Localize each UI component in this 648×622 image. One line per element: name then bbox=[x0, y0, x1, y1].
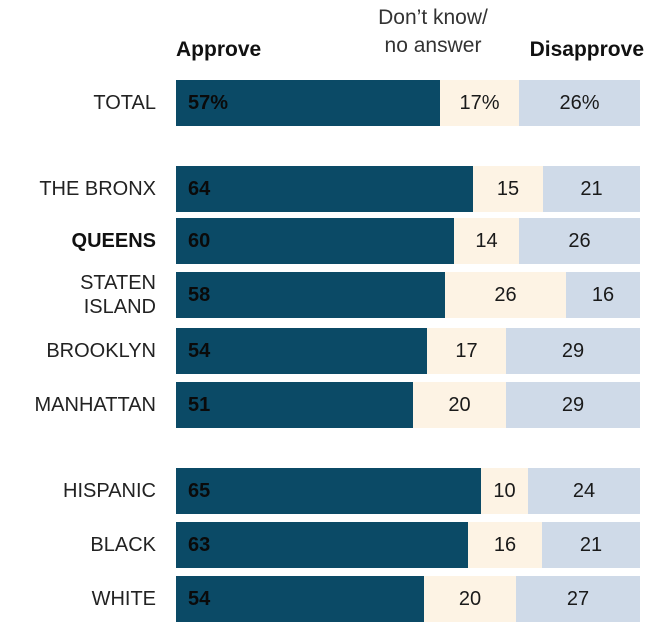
bar-dont-know-label: 16 bbox=[493, 533, 517, 556]
bar-approve-label: 65 bbox=[188, 479, 211, 502]
bar-disapprove: 24 bbox=[528, 468, 640, 514]
bar-approve-label: 64 bbox=[188, 177, 211, 200]
bar-dont-know: 17 bbox=[427, 328, 506, 374]
row-label-line: STATEN bbox=[80, 272, 156, 294]
bar-disapprove: 29 bbox=[506, 382, 640, 428]
bar-dont-know-label: 17% bbox=[459, 91, 500, 114]
bar-disapprove-label: 26% bbox=[559, 91, 600, 114]
bar-disapprove: 21 bbox=[543, 166, 640, 212]
bar-dont-know-label: 15 bbox=[496, 177, 520, 200]
bar-disapprove-label: 29 bbox=[561, 339, 585, 362]
bar-dont-know-label: 14 bbox=[475, 229, 498, 252]
bar-approve: 58 bbox=[176, 272, 445, 318]
bar-approve-label: 57% bbox=[188, 91, 229, 114]
row-label-line: ISLAND bbox=[83, 296, 156, 318]
bar-disapprove-label: 26 bbox=[568, 229, 591, 252]
row-label: BROOKLYN bbox=[46, 340, 156, 362]
bar-approve: 54 bbox=[176, 328, 427, 374]
bar-approve: 60 bbox=[176, 218, 454, 264]
bar-approve: 51 bbox=[176, 382, 413, 428]
bar-dont-know: 17% bbox=[440, 80, 519, 126]
bar-disapprove-label: 21 bbox=[579, 533, 603, 556]
bar-dont-know-label: 10 bbox=[493, 479, 516, 502]
bar-disapprove-label: 21 bbox=[580, 177, 603, 200]
bar-approve-label: 60 bbox=[188, 229, 211, 252]
bar-disapprove-label: 29 bbox=[561, 393, 585, 416]
bar-dont-know: 15 bbox=[473, 166, 543, 212]
bar-disapprove: 26 bbox=[519, 218, 640, 264]
legend-dont-know: Don’t know/ no answer bbox=[348, 4, 518, 60]
bar-disapprove: 29 bbox=[506, 328, 640, 374]
legend-dont-know-line2: no answer bbox=[384, 34, 482, 57]
bar-dont-know: 16 bbox=[468, 522, 542, 568]
bar-disapprove-label: 24 bbox=[572, 479, 596, 502]
row-label: THE BRONX bbox=[39, 178, 156, 200]
row-label: HISPANIC bbox=[63, 480, 156, 502]
bar-disapprove: 27 bbox=[516, 576, 640, 622]
bar-dont-know-label: 26 bbox=[494, 283, 517, 306]
bar-dont-know-label: 17 bbox=[455, 339, 478, 362]
bar-disapprove-label: 27 bbox=[566, 587, 590, 610]
bar-dont-know-label: 20 bbox=[448, 393, 471, 416]
bar-approve: 63 bbox=[176, 522, 468, 568]
bar-disapprove-label: 16 bbox=[591, 283, 615, 306]
row-label: STATEN ISLAND bbox=[80, 272, 156, 318]
legend-dont-know-line1: Don’t know/ bbox=[378, 6, 488, 29]
bar-approve: 54 bbox=[176, 576, 424, 622]
legend-approve: Approve bbox=[176, 38, 262, 61]
bar-approve-label: 54 bbox=[188, 339, 211, 362]
row-label: WHITE bbox=[91, 588, 156, 610]
bar-approve: 57% bbox=[176, 80, 440, 126]
bar-dont-know: 14 bbox=[454, 218, 519, 264]
bar-disapprove: 21 bbox=[542, 522, 640, 568]
bar-approve-label: 51 bbox=[188, 393, 211, 416]
bar-disapprove: 16 bbox=[566, 272, 640, 318]
legend-disapprove: Disapprove bbox=[529, 38, 644, 61]
bar-approve: 64 bbox=[176, 166, 473, 212]
bar-dont-know-label: 20 bbox=[458, 587, 482, 610]
row-label: TOTAL bbox=[93, 92, 156, 114]
row-label: QUEENS bbox=[71, 230, 156, 252]
bar-approve-label: 63 bbox=[188, 533, 211, 556]
bar-approve-label: 54 bbox=[188, 587, 211, 610]
bar-dont-know: 26 bbox=[445, 272, 566, 318]
row-label: MANHATTAN bbox=[34, 394, 156, 416]
bar-disapprove: 26% bbox=[519, 80, 640, 126]
row-label: BLACK bbox=[90, 534, 156, 556]
bar-approve: 65 bbox=[176, 468, 481, 514]
bar-approve-label: 58 bbox=[188, 283, 211, 306]
bar-dont-know: 20 bbox=[424, 576, 516, 622]
bar-dont-know: 10 bbox=[481, 468, 528, 514]
bar-dont-know: 20 bbox=[413, 382, 506, 428]
